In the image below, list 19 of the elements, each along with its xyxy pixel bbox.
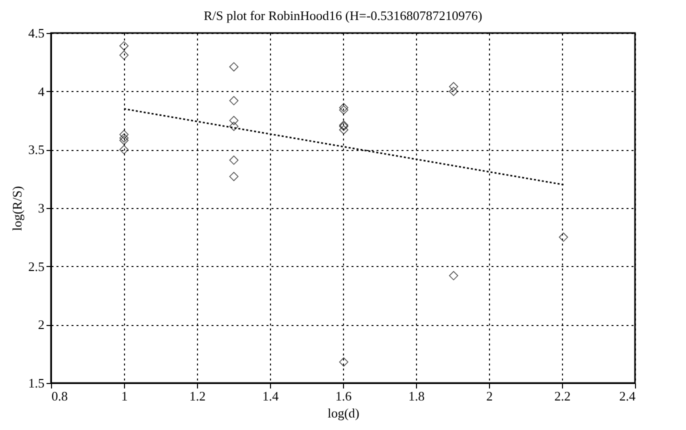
y-tick-label: 4.5 — [28, 26, 44, 40]
y-tick-label: 2.5 — [28, 258, 44, 274]
x-tick-label: 1.8 — [408, 388, 425, 404]
y-tick-label: 4 — [38, 84, 45, 99]
y-tick-label: 3.5 — [28, 142, 44, 158]
y-axis-title: log(R/S) — [9, 186, 24, 231]
x-tick-label: 1 — [121, 388, 128, 404]
x-tick-label: 1.4 — [262, 388, 280, 404]
y-tick-label: 3 — [38, 200, 44, 216]
y-tick-label: 2 — [38, 317, 44, 332]
x-tick-label: 1.6 — [335, 388, 352, 404]
chart-title: R/S plot for RobinHood16 (H=-0.531680787210976) — [204, 8, 482, 23]
x-tick-label: 0.8 — [52, 388, 68, 404]
x-tick-label: 2.4 — [619, 388, 636, 404]
x-tick-label: 2.2 — [554, 388, 571, 404]
x-axis-title: log(d) — [328, 406, 360, 420]
x-tick-label: 2 — [486, 388, 493, 404]
y-tick-label: 1.5 — [28, 376, 44, 390]
x-tick-label: 1.2 — [189, 388, 206, 404]
